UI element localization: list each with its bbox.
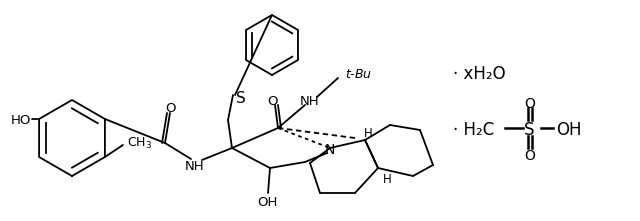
Text: H: H [383,173,392,186]
Text: S: S [524,121,534,139]
Text: · H₂C: · H₂C [453,121,494,139]
Text: OH: OH [257,196,277,209]
Text: NH: NH [185,160,205,173]
Text: OH: OH [556,121,582,139]
Text: H: H [364,127,372,140]
Text: O: O [525,149,536,164]
Text: · xH₂O: · xH₂O [453,65,506,83]
Text: NH: NH [300,95,320,108]
Text: O: O [166,102,176,115]
Text: $t$-Bu: $t$-Bu [345,68,372,81]
Text: S: S [236,91,246,106]
Text: O: O [268,95,278,108]
Text: O: O [525,97,536,110]
Text: HO: HO [11,114,31,127]
Text: CH$_3$: CH$_3$ [127,135,152,151]
Text: N: N [325,143,335,156]
